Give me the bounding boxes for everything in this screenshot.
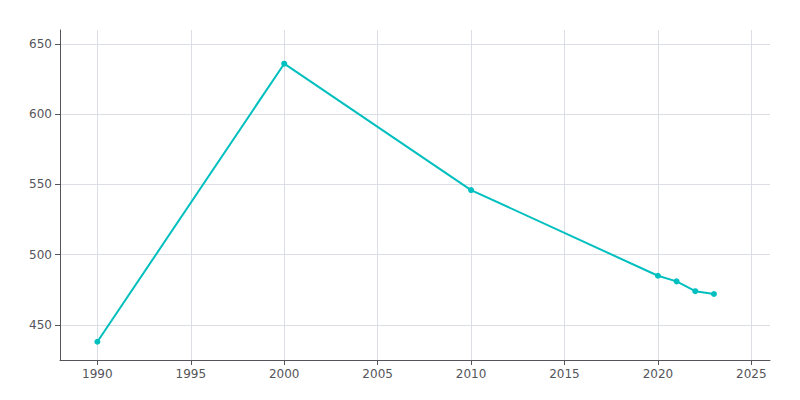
svg-text:2005: 2005 (362, 367, 393, 381)
svg-text:1990: 1990 (82, 367, 113, 381)
svg-text:2020: 2020 (643, 367, 674, 381)
svg-text:2000: 2000 (269, 367, 300, 381)
svg-text:2010: 2010 (456, 367, 487, 381)
svg-text:1995: 1995 (176, 367, 207, 381)
svg-text:2025: 2025 (736, 367, 767, 381)
svg-text:2015: 2015 (549, 367, 580, 381)
svg-text:650: 650 (29, 37, 52, 51)
svg-text:550: 550 (29, 177, 52, 191)
svg-text:450: 450 (29, 318, 52, 332)
svg-text:500: 500 (29, 248, 52, 262)
svg-text:600: 600 (29, 107, 52, 121)
